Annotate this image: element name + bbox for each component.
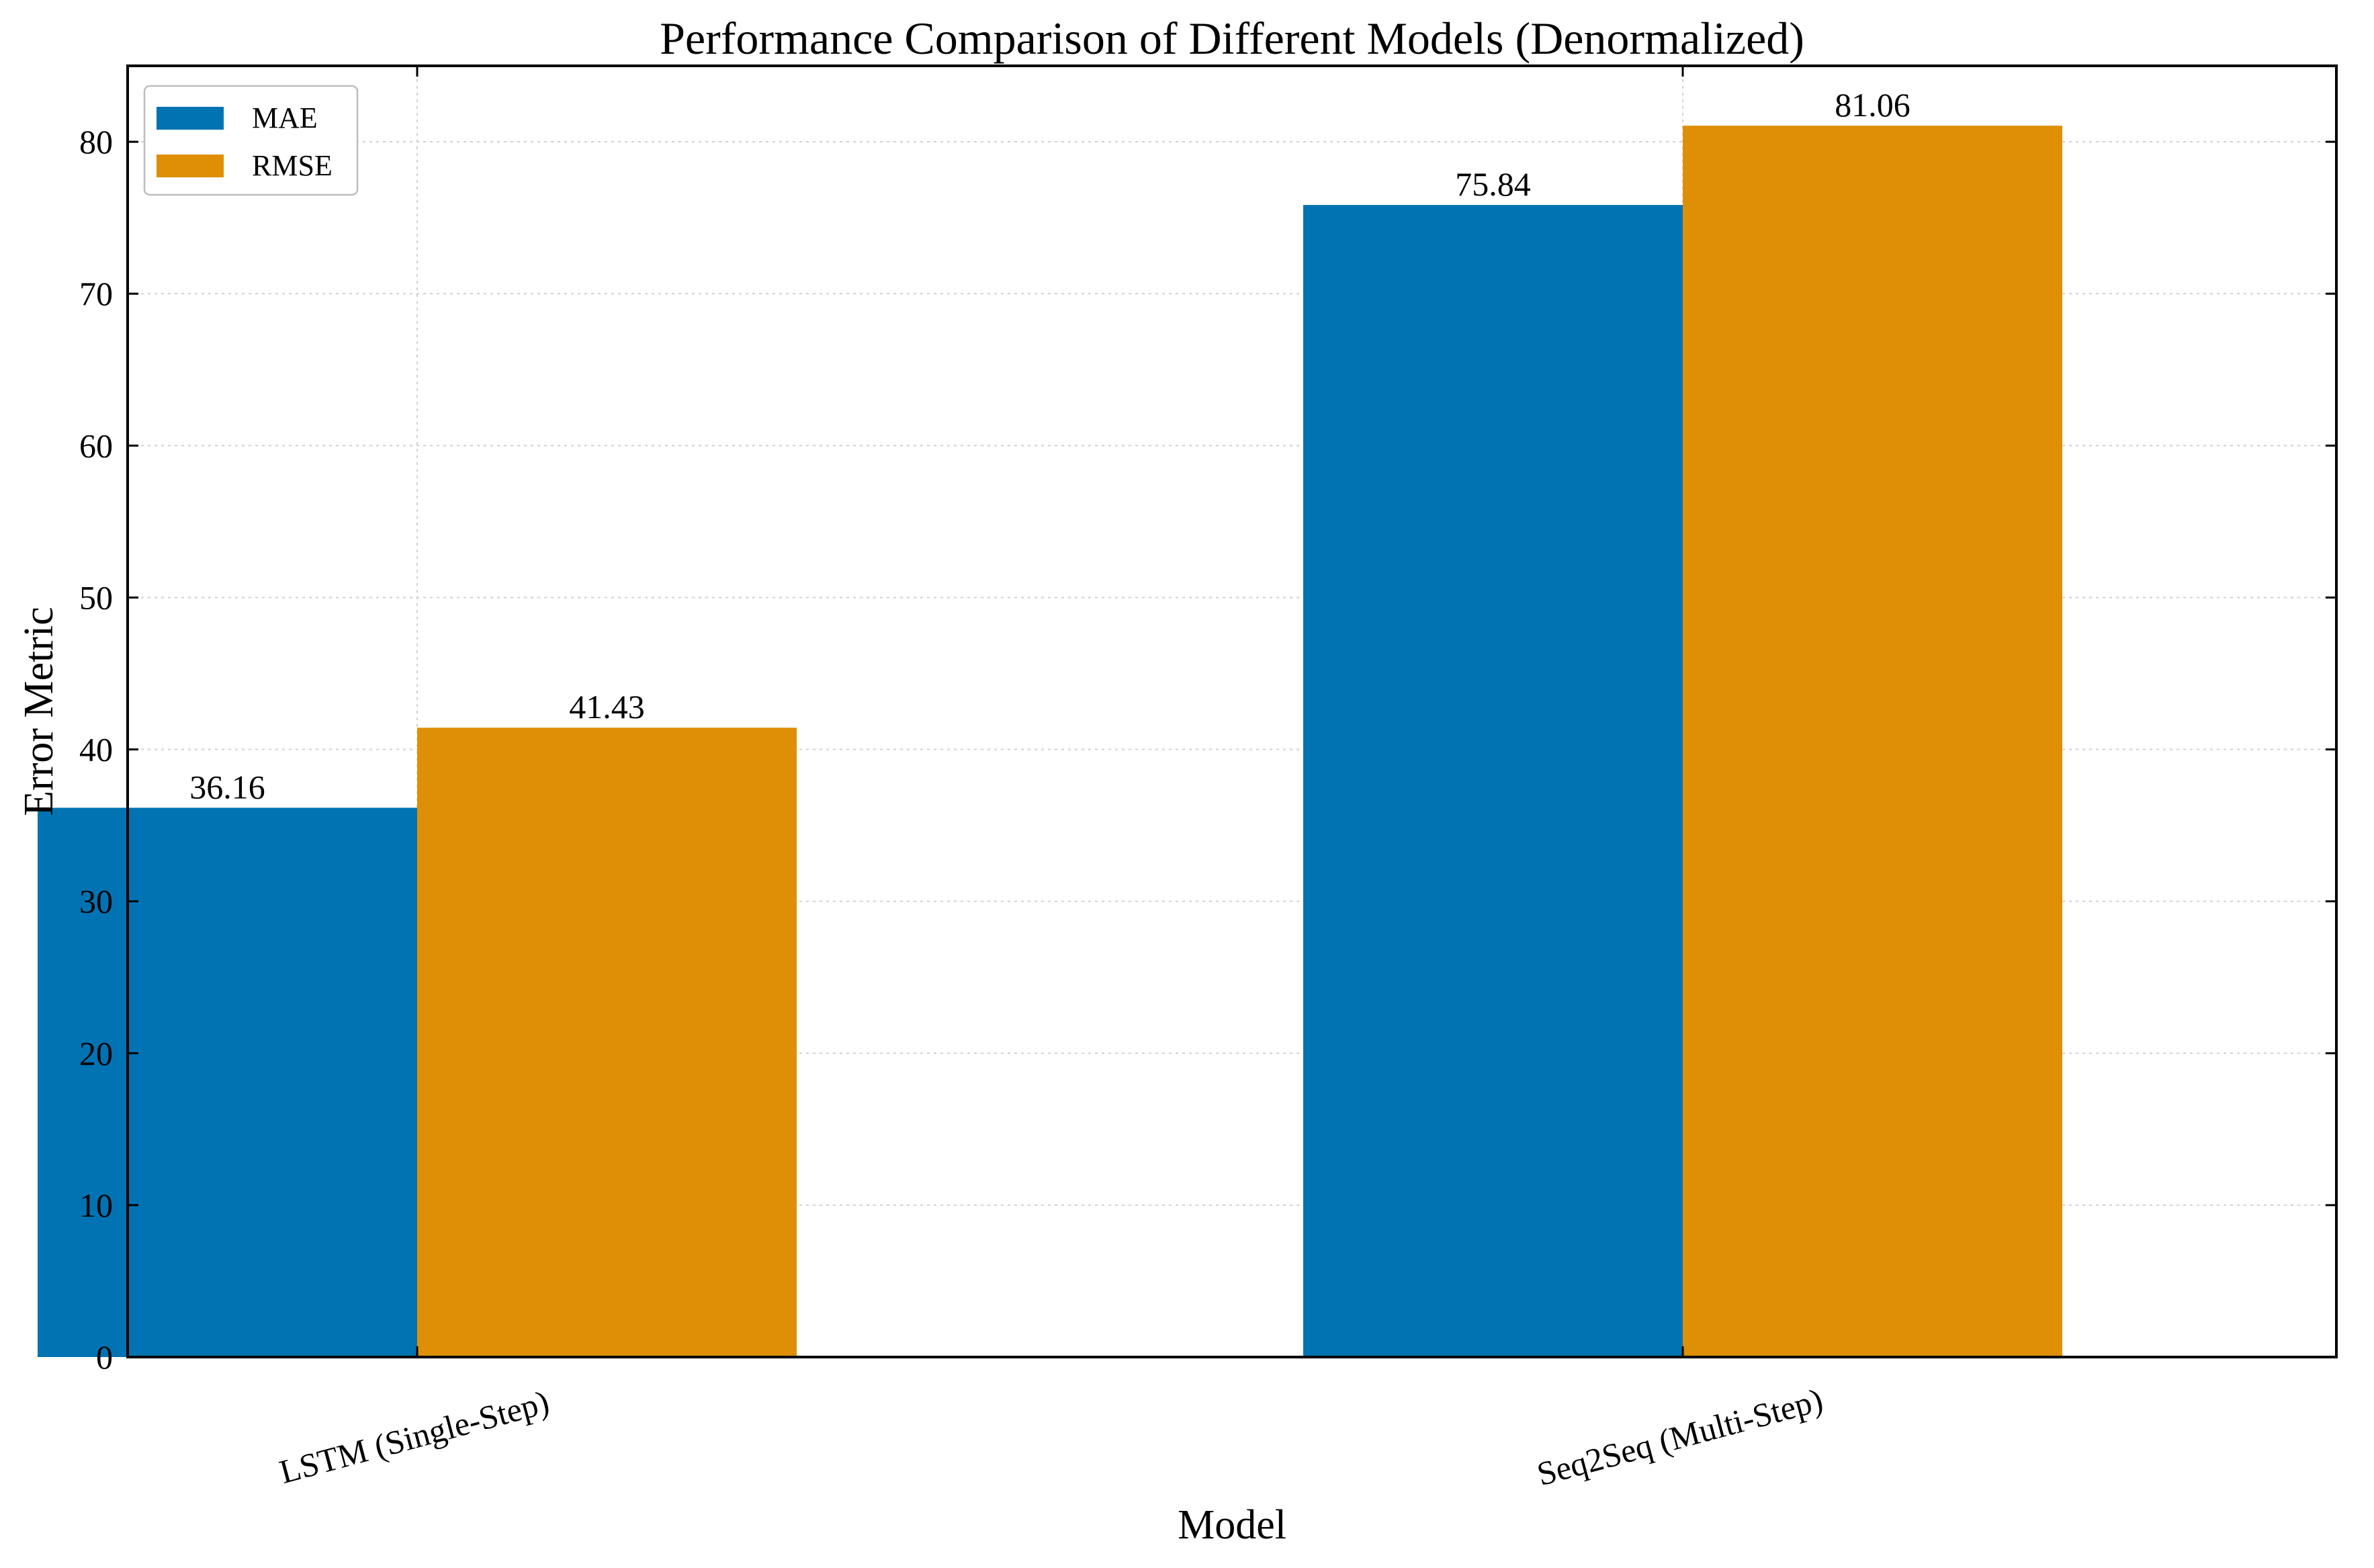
y-tick-label: 10 [79,1186,113,1224]
y-tick-label: 50 [79,578,113,616]
y-tick-label: 80 [79,123,113,161]
bar-value-label: 36.16 [189,768,265,805]
legend: MAE RMSE [143,85,359,196]
legend-swatch-mae [157,107,224,130]
bar-value-label: 41.43 [569,688,645,726]
bar-rmse [417,728,797,1357]
legend-label-mae: MAE [252,101,318,134]
legend-label-rmse: RMSE [252,149,333,182]
y-tick-label: 70 [79,275,113,312]
y-tick-label: 40 [79,731,113,769]
x-axis-label: Model [1178,1502,1286,1548]
y-axis-label: Error Metric [16,607,62,816]
bar-rmse [1683,126,2062,1358]
y-tick-label: 20 [79,1035,113,1072]
x-tick-label: Seq2Seq (Multi-Step) [1533,1381,1827,1493]
plot-frame [126,64,2338,1358]
chart-title: Performance Comparison of Different Mode… [660,13,1804,64]
y-tick-label: 0 [96,1338,113,1376]
y-tick-label: 30 [79,883,113,920]
bar-mae [1303,205,1683,1357]
bar-value-label: 81.06 [1835,86,1910,124]
legend-swatch-rmse [157,155,224,177]
data-labels: 36.16 41.43 75.84 81.06 [189,86,1910,805]
bars [38,126,2062,1358]
x-tick-label: LSTM (Single-Step) [275,1383,553,1491]
y-tick-label: 60 [79,427,113,464]
bar-mae [38,808,417,1357]
bar-value-label: 75.84 [1455,165,1531,203]
